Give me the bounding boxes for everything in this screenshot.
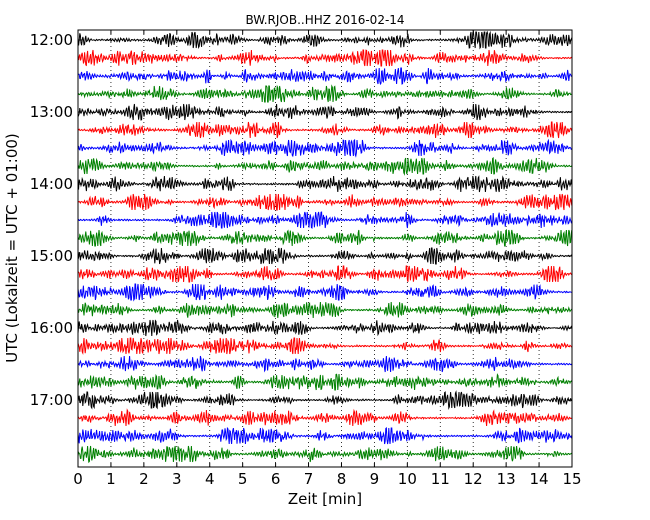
trace-line (77, 103, 572, 121)
x-tick-label: 14 (530, 470, 549, 488)
x-tick-label: 7 (304, 470, 314, 488)
trace-line (77, 445, 573, 464)
x-tick-label: 12 (464, 470, 483, 488)
x-tick-label: 0 (73, 470, 83, 488)
x-tick-label: 3 (172, 470, 182, 488)
x-tick-label: 11 (431, 470, 450, 488)
trace-line (77, 30, 573, 50)
trace-line (77, 373, 573, 391)
trace-line (77, 228, 573, 247)
trace-line (77, 408, 573, 427)
trace-line (77, 175, 573, 193)
trace-line (77, 49, 573, 67)
trace-line (77, 211, 573, 229)
trace-line (77, 265, 573, 283)
y-axis-label: UTC (Lokalzeit = UTC + 01:00) (3, 133, 21, 363)
trace-line (77, 67, 572, 86)
y-tick-label: 16:00 (30, 319, 73, 337)
trace-line (77, 426, 573, 445)
x-tick-label: 2 (139, 470, 149, 488)
axis-ticks: 0 1 2 3 4 5 6 7 8 9 10 11 12 13 14 1512:0013:0014:0015:… (30, 30, 582, 488)
trace-line (77, 193, 573, 211)
y-tick-label: 14:00 (30, 175, 73, 193)
trace-line (77, 156, 573, 176)
trace-line (77, 355, 573, 373)
x-tick-label: 1 (106, 470, 116, 488)
y-tick-label: 13:00 (30, 103, 73, 121)
trace-line (77, 319, 573, 337)
trace-line (77, 138, 573, 158)
x-tick-label: 15 (562, 470, 581, 488)
trace-line (77, 84, 572, 103)
x-tick-label: 8 (337, 470, 347, 488)
x-tick-label: 10 (398, 470, 417, 488)
y-tick-label: 17:00 (30, 391, 73, 409)
x-tick-label: 9 (370, 470, 380, 488)
x-tick-label: 5 (238, 470, 248, 488)
x-tick-label: 4 (205, 470, 215, 488)
trace-line (77, 301, 573, 319)
y-tick-label: 15:00 (30, 247, 73, 265)
x-axis-label: Zeit [min] (288, 490, 362, 508)
trace-line (77, 247, 573, 265)
x-tick-label: 6 (271, 470, 281, 488)
trace-group (77, 30, 573, 464)
trace-line (77, 121, 573, 139)
y-tick-label: 12:00 (30, 31, 73, 49)
trace-line (77, 390, 573, 410)
x-tick-label: 13 (497, 470, 516, 488)
trace-line (77, 337, 573, 355)
plot-frame (77, 29, 573, 468)
trace-line (77, 283, 572, 302)
chart-title: BW.RJOB..HHZ 2016-02-14 (245, 13, 404, 27)
